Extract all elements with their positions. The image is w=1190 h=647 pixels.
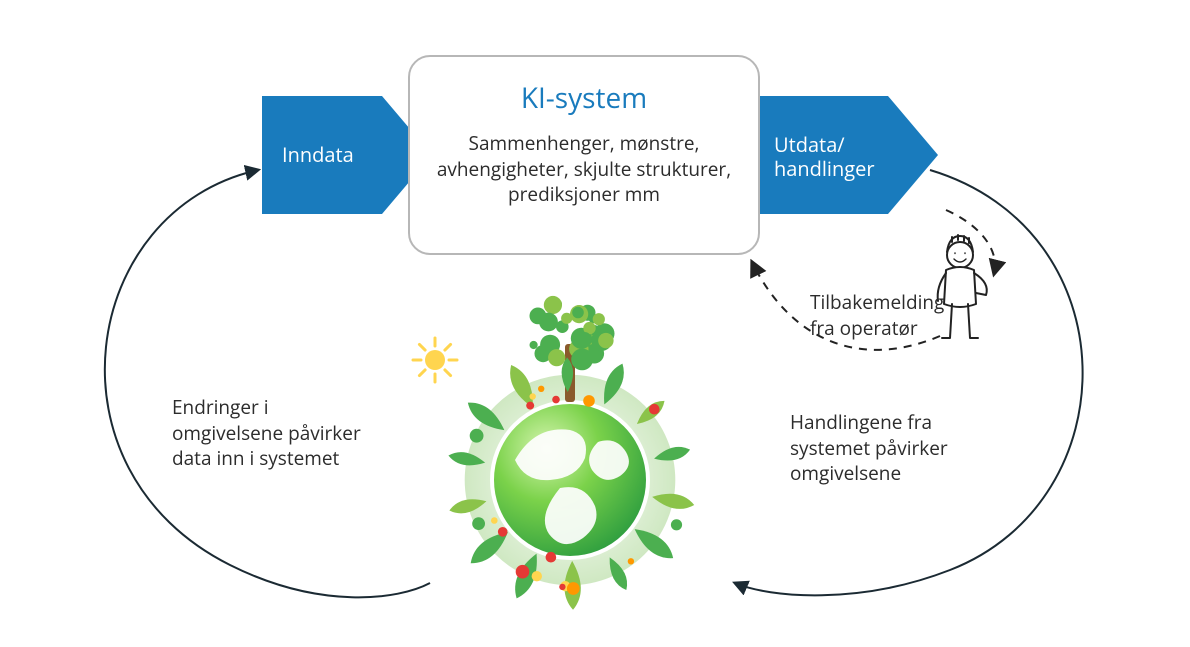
diagram-stage: { "diagram": { "type": "flowchart", "can…: [0, 0, 1190, 647]
environment-globe-icon: [413, 296, 696, 610]
left-caption: Endringer i omgivelsene påvirker data in…: [172, 395, 392, 472]
output-arrow-label-line1: Utdata/: [774, 131, 845, 158]
left-caption-l1: Endringer i: [172, 394, 269, 420]
ki-system-body: Sammenhenger, mønstre, avhengigheter, sk…: [434, 131, 734, 208]
input-arrow-label: Inndata: [282, 143, 354, 167]
right-caption-l3: omgivelsene: [790, 460, 901, 486]
right-loop-arrow: [735, 170, 1083, 595]
right-caption: Handlingene fra systemet påvirker omgive…: [790, 410, 1000, 487]
output-arrow-label-line2: handlinger: [774, 155, 875, 182]
output-arrow-label: Utdata/ handlinger: [774, 133, 875, 181]
right-caption-l2: systemet påvirker: [790, 435, 948, 461]
left-caption-l3: data inn i systemet: [172, 445, 339, 471]
left-caption-l2: omgivelsene påvirker: [172, 420, 361, 446]
left-loop-arrow: [105, 170, 430, 597]
right-caption-l1: Handlingene fra: [790, 409, 932, 435]
ki-system-title: KI-system: [434, 79, 734, 117]
feedback-caption: Tilbakemelding fra operatør: [810, 290, 970, 341]
ki-system-box: KI-system Sammenhenger, mønstre, avhengi…: [408, 55, 760, 255]
